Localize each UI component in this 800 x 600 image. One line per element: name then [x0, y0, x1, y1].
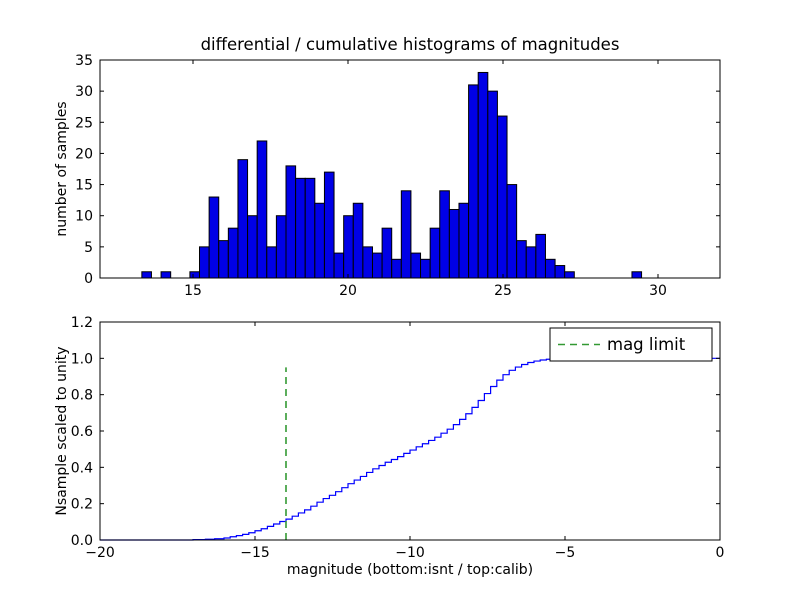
histogram-bar: [333, 252, 345, 279]
histogram-bar: [468, 84, 479, 279]
axes-top: 15 20 25 30 0 5 10 15 20 25 30 35: [75, 53, 721, 299]
histogram-bar: [448, 208, 460, 279]
histogram-bar: [487, 90, 498, 279]
y-tick-label: 0.4: [71, 460, 93, 476]
histogram-bar: [227, 227, 239, 279]
cumulative-step-line: [100, 357, 720, 541]
y-tick-label: 30: [75, 84, 93, 100]
y-tick-label: 10: [75, 209, 93, 225]
x-tick-label: −20: [85, 545, 115, 561]
histogram-bar: [141, 271, 152, 279]
histogram-bar: [496, 115, 508, 279]
y-tick-label: 15: [75, 178, 93, 194]
histogram-bar: [266, 246, 277, 279]
x-tick-label: 20: [339, 283, 357, 299]
histogram-bar: [323, 171, 335, 279]
y-tick-label: 5: [84, 240, 93, 256]
histogram-bar: [362, 246, 373, 279]
histogram-bar: [304, 177, 316, 279]
y-tick-label: 0.8: [71, 388, 93, 404]
y-tick-label: 1.2: [71, 315, 93, 331]
x-tick-label: 30: [649, 283, 667, 299]
figure-title: differential / cumulative histograms of …: [200, 35, 620, 54]
histogram-bar: [391, 258, 402, 279]
axes-frame: [99, 59, 721, 279]
histogram-bar: [400, 190, 412, 279]
x-tick-label: 15: [184, 283, 202, 299]
histogram-bar: [160, 271, 172, 279]
histogram-bar: [544, 258, 556, 279]
histogram-bar: [506, 184, 518, 279]
histogram-bar: [256, 140, 268, 279]
histogram-bar: [516, 240, 527, 279]
x-tick-label: 25: [494, 283, 512, 299]
y-tick-label: 20: [75, 146, 93, 162]
histogram-bar: [189, 271, 201, 279]
histogram-bar: [631, 271, 643, 279]
histogram-bar: [285, 165, 297, 279]
legend-label: mag limit: [607, 335, 686, 354]
histogram-bar: [237, 159, 249, 279]
histogram-bar: [535, 233, 546, 279]
histogram-bar: [477, 71, 489, 279]
y-tick-label: 0: [84, 271, 93, 287]
axes-bottom: −20 −15 −10 −5 0 0.0 0.2 0.4 0.6 0.8 1.0 1.2: [71, 315, 725, 561]
histogram-bar: [458, 202, 470, 279]
x-tick-label: −5: [555, 545, 576, 561]
y-tick-label: 0.2: [71, 497, 93, 513]
histogram-bar: [218, 240, 229, 279]
histogram-bar: [352, 202, 364, 279]
y-tick-label: 0.0: [71, 533, 93, 549]
histogram-bar: [381, 227, 393, 279]
bottom-ylabel: Nsample scaled to unity: [54, 346, 70, 516]
histogram-bar: [314, 202, 325, 279]
histogram-bar: [525, 246, 537, 279]
y-tick-label: 25: [75, 115, 93, 131]
top-ylabel: number of samples: [54, 101, 70, 237]
histogram-bar: [554, 265, 566, 279]
histogram-bar: [564, 271, 575, 279]
y-tick-label: 1.0: [71, 351, 93, 367]
histogram-bar: [343, 215, 354, 279]
y-tick-label: 0.6: [71, 424, 93, 440]
y-tick-label: 35: [75, 53, 93, 69]
histogram-bar: [439, 190, 450, 279]
x-axis-label: magnitude (bottom:isnt / top:calib): [286, 562, 534, 578]
histogram-bar: [371, 252, 383, 279]
x-tick-label: −15: [240, 545, 270, 561]
histogram-bar: [295, 177, 306, 279]
histogram-bar: [410, 252, 422, 279]
histogram-bar: [275, 215, 287, 279]
histogram-bar: [429, 227, 441, 279]
histogram-bar: [208, 196, 220, 279]
x-tick-label: 0: [716, 545, 725, 561]
histogram-bar: [247, 215, 258, 279]
histogram-bar: [420, 258, 431, 279]
histogram-bar: [199, 246, 210, 279]
x-tick-label: −10: [395, 545, 425, 561]
